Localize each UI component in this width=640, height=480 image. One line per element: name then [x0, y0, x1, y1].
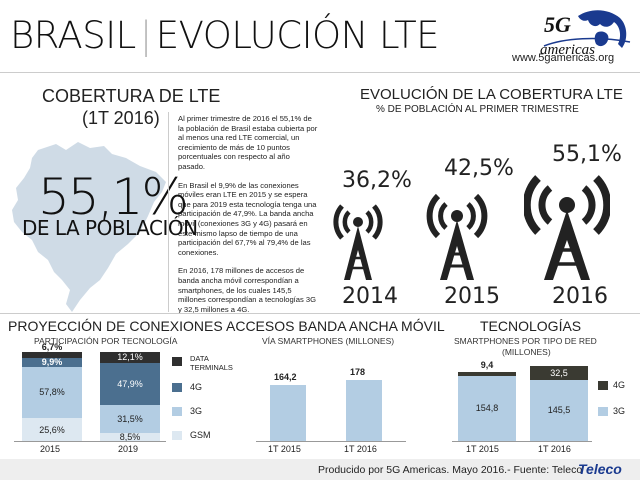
bar-segment: 154,8: [458, 375, 516, 441]
legend-label-4g: 4G: [613, 380, 626, 390]
title-separator: |: [139, 14, 152, 57]
footer-bar: [0, 459, 640, 480]
coverage-paragraph: Al primer trimestre de 2016 el 55,1% de …: [178, 114, 318, 171]
bar-value-label: 154,8: [475, 403, 499, 414]
bar-segment: 9,9%: [22, 357, 82, 368]
category-label: 2015: [40, 444, 61, 454]
page-title: BRASIL | EVOLUCIÓN LTE: [10, 14, 440, 57]
axis-line: [14, 441, 166, 442]
bar-value-label: 9,4: [480, 360, 494, 371]
antenna-icon: [524, 175, 610, 280]
evolution-year-2015: 2015: [444, 284, 500, 309]
evolution-year-2016: 2016: [552, 284, 608, 309]
evolution-value-2016: 55,1%: [552, 142, 622, 167]
category-label: 1T 2015: [466, 444, 499, 454]
technologies-subheading: SMARTPHONES POR TIPO DE RED: [454, 336, 597, 346]
5g-americas-logo: 5G americas: [538, 6, 633, 62]
evolution-heading: EVOLUCIÓN DE LA COBERTURA LTE: [360, 86, 623, 103]
projection-heading: PROYECCIÓN DE CONEXIONES: [8, 318, 223, 334]
website-url[interactable]: www.5gamericas.org: [512, 52, 615, 64]
bar-segment: 47,9%: [100, 362, 160, 406]
bar-value-label: 9,9%: [41, 357, 63, 368]
evolution-value-2014: 36,2%: [342, 168, 412, 193]
legend-label-4g: 4G: [190, 382, 203, 392]
bar-value-label: 57,8%: [39, 387, 65, 398]
legend-label-3g: 3G: [190, 406, 203, 416]
broadband-subheading: VÍA SMARTPHONES (MILLONES): [262, 336, 395, 346]
axis-line: [256, 441, 406, 442]
bar-value-label: 25,6%: [39, 424, 65, 435]
brazil-map-icon: [12, 142, 166, 312]
bar-segment: 8,5%: [100, 432, 160, 443]
coverage-big-label: DE LA POBLACIÓN: [22, 216, 198, 240]
antenna-icon: [333, 204, 383, 280]
teleco-logo: Teleco: [578, 461, 622, 477]
coverage-big-value: 55,1%: [38, 168, 189, 226]
legend-swatch-data-terminals: [172, 357, 182, 366]
bar: [346, 379, 382, 441]
antenna-icon: [426, 193, 488, 280]
coverage-period: (1T 2016): [82, 108, 160, 128]
bar-value-label: 32,5: [550, 368, 568, 379]
bar-value-label: 31,5%: [117, 414, 143, 425]
legend-swatch-3g: [598, 407, 608, 416]
bar-value-label: 145,5: [547, 405, 571, 416]
bar-value-label: 164,2: [274, 372, 297, 383]
title-country: BRASIL: [10, 14, 136, 57]
category-label: 2019: [118, 444, 139, 454]
svg-text:5G: 5G: [544, 12, 571, 37]
bar: [270, 385, 306, 441]
bar-segment: 25,6%: [22, 418, 82, 441]
bar-segment: 145,5: [530, 379, 588, 441]
bar-segment: 57,8%: [22, 366, 82, 419]
evolution-year-2014: 2014: [342, 284, 398, 309]
legend-label-gsm: GSM: [190, 430, 211, 440]
bar-value-label: 47,9%: [117, 379, 143, 390]
footer-credit: Producido por 5G Americas. Mayo 2016.- F…: [318, 464, 583, 476]
column-divider: [168, 112, 169, 312]
svg-text:americas: americas: [540, 42, 595, 58]
bar-segment: 32,5: [530, 366, 588, 380]
axis-line: [452, 441, 592, 442]
bar-value-label: 6,7%: [41, 342, 63, 352]
evolution-value-2015: 42,5%: [444, 156, 514, 181]
legend-swatch-3g: [172, 407, 182, 416]
legend-label-data-terminals: DATA TERMINALS: [190, 354, 233, 372]
legend-swatch-4g: [172, 383, 182, 392]
bar-value-label: 178: [350, 366, 366, 377]
bar-value-label: 8,5%: [119, 432, 141, 443]
section-divider: [0, 313, 640, 314]
legend-swatch-4g: [598, 381, 608, 390]
technologies-heading: TECNOLOGÍAS: [480, 318, 582, 334]
broadband-heading: ACCESOS BANDA ANCHA MÓVIL: [226, 318, 445, 334]
category-label: 1T 2016: [538, 444, 571, 454]
technologies-subheading-units: (MILLONES): [502, 347, 551, 357]
coverage-paragraph: En Brasil el 9,9% de las conexiones móvi…: [178, 180, 317, 257]
bar-segment: 31,5%: [100, 405, 160, 434]
coverage-paragraph: En 2016, 178 millones de accesos de band…: [178, 266, 317, 314]
title-topic: EVOLUCIÓN LTE: [155, 14, 440, 57]
evolution-subheading: % DE POBLACIÓN AL PRIMER TRIMESTRE: [376, 104, 579, 115]
bar-segment: 9,4: [458, 360, 516, 376]
bar-segment: 6,7%: [22, 342, 82, 358]
category-label: 1T 2016: [344, 444, 377, 454]
legend-swatch-gsm: [172, 431, 182, 440]
category-label: 1T 2015: [268, 444, 301, 454]
globe-icon: 5G americas: [540, 10, 631, 58]
legend-label-3g: 3G: [613, 406, 626, 416]
coverage-text: Al primer trimestre de 2016 el 55,1% de …: [178, 114, 318, 323]
coverage-heading: COBERTURA DE LTE: [42, 86, 221, 106]
bar-segment: 12,1%: [100, 352, 160, 363]
header-divider: [0, 72, 640, 73]
bar-value-label: 12,1%: [117, 352, 143, 363]
projection-subheading: PARTICIPACIÓN POR TECNOLOGÍA: [34, 336, 178, 346]
